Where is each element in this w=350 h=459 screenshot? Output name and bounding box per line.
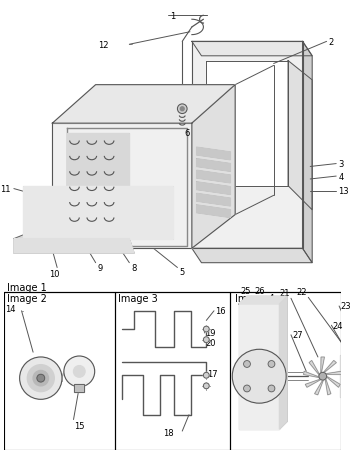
Circle shape: [268, 361, 275, 368]
Text: 17: 17: [207, 369, 218, 378]
Polygon shape: [197, 159, 230, 172]
Polygon shape: [14, 230, 153, 239]
Polygon shape: [14, 239, 134, 253]
Polygon shape: [279, 297, 287, 429]
Polygon shape: [52, 85, 235, 124]
Text: Image 1: Image 1: [7, 282, 47, 292]
Polygon shape: [305, 379, 321, 387]
Text: 1: 1: [170, 12, 175, 21]
Polygon shape: [192, 85, 235, 249]
Polygon shape: [192, 249, 312, 263]
Text: 12: 12: [98, 41, 108, 50]
Polygon shape: [197, 206, 230, 218]
Bar: [75, 384, 84, 392]
Text: 16: 16: [215, 307, 226, 316]
Polygon shape: [327, 376, 340, 387]
Circle shape: [33, 370, 49, 386]
Text: 10: 10: [49, 270, 60, 279]
Circle shape: [64, 356, 95, 387]
Polygon shape: [197, 171, 230, 184]
Circle shape: [20, 357, 62, 399]
Circle shape: [244, 361, 250, 368]
Bar: [115, 292, 230, 450]
Text: Image 3: Image 3: [118, 294, 158, 303]
Polygon shape: [239, 297, 287, 304]
Text: 6: 6: [184, 129, 190, 138]
Text: 3: 3: [338, 160, 343, 169]
Polygon shape: [302, 42, 312, 263]
Circle shape: [244, 385, 250, 392]
Circle shape: [203, 326, 209, 332]
Circle shape: [180, 107, 184, 112]
Polygon shape: [323, 361, 336, 373]
Polygon shape: [206, 62, 288, 186]
Text: 19: 19: [205, 329, 216, 338]
Text: 24: 24: [332, 321, 343, 330]
Text: 2: 2: [329, 38, 334, 47]
Text: 22: 22: [297, 288, 307, 297]
Text: 4: 4: [338, 172, 343, 181]
Polygon shape: [309, 361, 320, 375]
Text: 18: 18: [163, 428, 174, 437]
Text: 15: 15: [75, 421, 85, 431]
Bar: [4, 292, 115, 450]
Polygon shape: [325, 379, 331, 395]
Circle shape: [37, 375, 45, 382]
Polygon shape: [52, 124, 192, 249]
Polygon shape: [321, 357, 324, 373]
Bar: [230, 292, 341, 450]
Polygon shape: [67, 134, 130, 241]
Polygon shape: [340, 355, 350, 397]
Text: 14: 14: [5, 305, 16, 313]
Circle shape: [177, 105, 187, 114]
Circle shape: [74, 366, 85, 377]
Text: 23: 23: [340, 302, 350, 311]
Polygon shape: [192, 42, 312, 56]
Polygon shape: [303, 371, 319, 378]
Text: 20: 20: [205, 338, 216, 347]
Circle shape: [203, 373, 209, 378]
Circle shape: [319, 373, 327, 380]
Text: 27: 27: [292, 330, 302, 340]
Text: 11: 11: [0, 185, 11, 194]
Text: 5: 5: [179, 268, 184, 277]
Text: 7: 7: [80, 227, 85, 235]
Polygon shape: [326, 371, 342, 375]
Text: 9: 9: [98, 263, 103, 272]
Circle shape: [268, 385, 275, 392]
Text: 25: 25: [240, 287, 251, 296]
Text: Image 4: Image 4: [235, 294, 275, 303]
Polygon shape: [197, 183, 230, 195]
Text: Image 2: Image 2: [7, 294, 47, 303]
Polygon shape: [197, 148, 230, 160]
Polygon shape: [197, 194, 230, 207]
Polygon shape: [315, 380, 323, 395]
Circle shape: [203, 337, 209, 343]
Polygon shape: [23, 186, 173, 239]
Polygon shape: [288, 62, 312, 210]
Circle shape: [27, 365, 54, 392]
Text: 26: 26: [254, 287, 265, 296]
Text: 8: 8: [131, 263, 136, 272]
Text: 21: 21: [280, 289, 290, 298]
Bar: [75, 384, 84, 392]
Polygon shape: [192, 42, 302, 249]
Circle shape: [203, 383, 209, 389]
Circle shape: [232, 349, 286, 403]
Polygon shape: [239, 304, 279, 429]
Text: 13: 13: [338, 187, 349, 196]
